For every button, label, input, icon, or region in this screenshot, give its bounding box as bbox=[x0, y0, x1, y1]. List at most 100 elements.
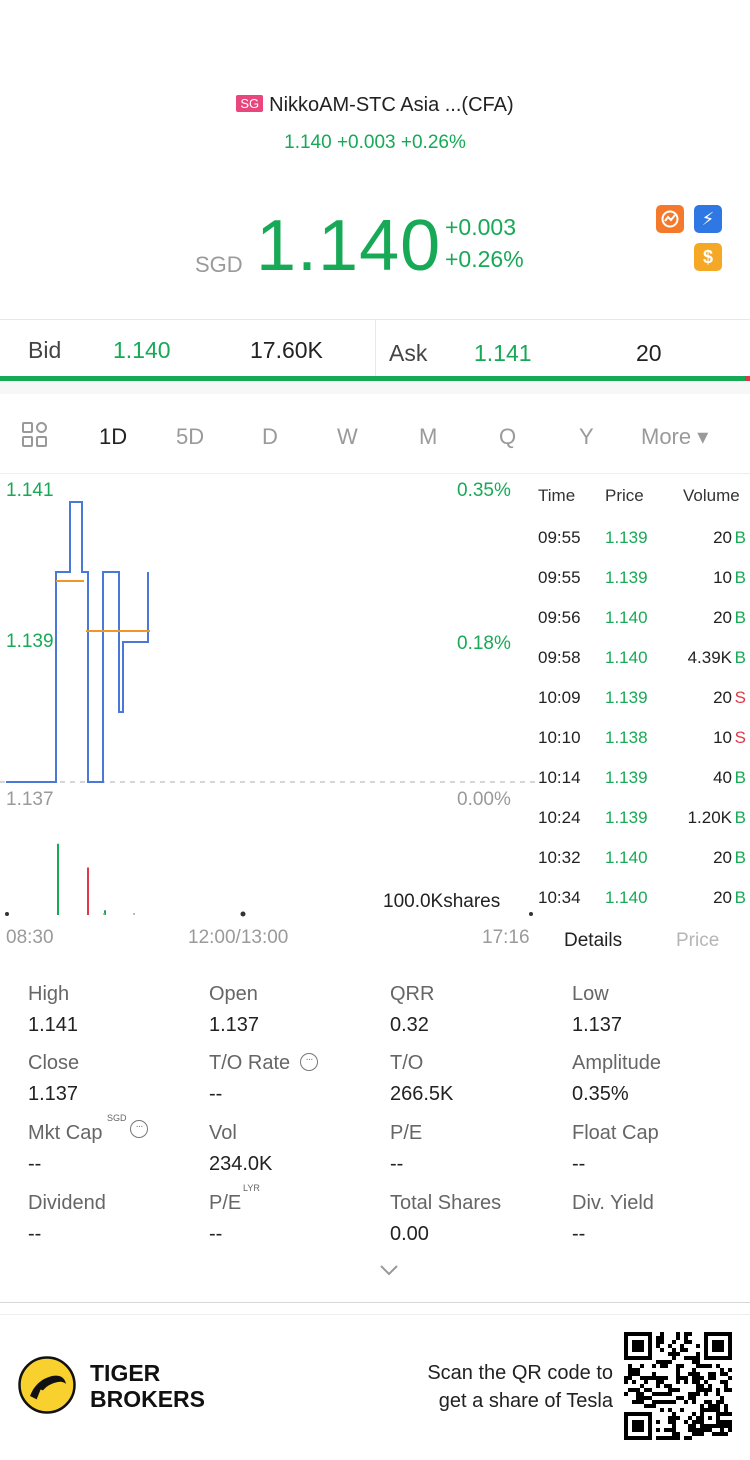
pe-lyr-sup: LYR bbox=[243, 1183, 260, 1193]
qr-module bbox=[692, 1356, 696, 1360]
trade-side: B bbox=[734, 568, 746, 587]
qr-module bbox=[724, 1432, 728, 1436]
qr-module bbox=[660, 1400, 664, 1404]
qr-module bbox=[728, 1376, 732, 1380]
bid-label: Bid bbox=[28, 337, 62, 363]
mktcap-info-icon[interactable]: ··· bbox=[130, 1120, 148, 1138]
qr-module bbox=[708, 1416, 712, 1420]
qr-module bbox=[720, 1432, 724, 1436]
qr-module bbox=[680, 1344, 684, 1348]
qr-module bbox=[668, 1392, 672, 1396]
qr-module bbox=[672, 1356, 676, 1360]
tab-price[interactable]: Price bbox=[676, 930, 720, 951]
qr-module bbox=[696, 1428, 700, 1432]
qr-module bbox=[664, 1376, 668, 1380]
qr-module bbox=[664, 1428, 668, 1432]
qr-module bbox=[708, 1384, 712, 1388]
qr-module bbox=[640, 1364, 644, 1368]
layout-grid-icon[interactable] bbox=[22, 422, 50, 450]
trade-time: 10:14 bbox=[538, 768, 581, 787]
qr-module bbox=[720, 1428, 724, 1432]
qr-module bbox=[692, 1412, 696, 1416]
trade-price: 1.140 bbox=[605, 648, 648, 667]
qr-module bbox=[656, 1340, 660, 1344]
qr-module bbox=[660, 1340, 664, 1344]
trade-time: 09:56 bbox=[538, 608, 581, 627]
bid-volume: 17.60K bbox=[250, 337, 323, 363]
trade-time: 10:32 bbox=[538, 848, 581, 867]
qr-module bbox=[724, 1408, 728, 1412]
qr-module bbox=[720, 1412, 724, 1416]
chart-badge-icon[interactable] bbox=[656, 205, 684, 233]
qr-module bbox=[692, 1360, 696, 1364]
qr-module bbox=[708, 1400, 712, 1404]
section-gap bbox=[0, 381, 750, 394]
divider bbox=[0, 1314, 750, 1315]
qr-module bbox=[692, 1392, 696, 1396]
time-dot bbox=[529, 912, 533, 916]
trade-time: 09:55 bbox=[538, 568, 581, 587]
to-rate-info-icon[interactable]: ··· bbox=[300, 1053, 318, 1071]
last-price: 1.140 bbox=[256, 206, 442, 286]
qr-module bbox=[692, 1376, 696, 1380]
qr-module bbox=[688, 1396, 692, 1400]
qr-module bbox=[688, 1340, 692, 1344]
tab-1d[interactable]: 1D bbox=[99, 424, 128, 449]
stat-pe-lyr-label: P/E bbox=[209, 1192, 242, 1214]
trade-side: B bbox=[734, 648, 746, 667]
tab-d[interactable]: D bbox=[262, 424, 278, 449]
trade-side: S bbox=[734, 688, 746, 707]
stat-to-label: T/O bbox=[390, 1052, 424, 1074]
qr-module bbox=[688, 1372, 692, 1376]
qr-module bbox=[628, 1368, 632, 1372]
tab-y[interactable]: Y bbox=[579, 424, 594, 449]
trade-side: B bbox=[734, 808, 746, 827]
qr-module bbox=[708, 1372, 712, 1376]
stat-pe-value: -- bbox=[390, 1153, 404, 1175]
tab-5d[interactable]: 5D bbox=[176, 424, 205, 449]
qr-module bbox=[712, 1432, 716, 1436]
qr-module bbox=[672, 1400, 676, 1404]
qr-module bbox=[656, 1376, 660, 1380]
qr-module bbox=[716, 1388, 720, 1392]
stat-high-value: 1.141 bbox=[28, 1014, 79, 1036]
volume-bar bbox=[57, 843, 59, 915]
qr-module bbox=[648, 1388, 652, 1392]
qr-module bbox=[704, 1400, 708, 1404]
trade-price: 1.140 bbox=[605, 608, 648, 627]
tab-m[interactable]: M bbox=[419, 424, 438, 449]
qr-module bbox=[684, 1380, 688, 1384]
time-dot bbox=[103, 913, 105, 915]
qr-module bbox=[652, 1400, 656, 1404]
tab-q[interactable]: Q bbox=[499, 424, 517, 449]
qr-module bbox=[664, 1436, 668, 1440]
qr-module bbox=[672, 1412, 676, 1416]
qr-module bbox=[692, 1372, 696, 1376]
qr-module bbox=[696, 1352, 700, 1356]
stat-open-value: 1.137 bbox=[209, 1014, 260, 1036]
bid-ask-ratio-bar bbox=[0, 376, 750, 381]
qr-module bbox=[696, 1376, 700, 1380]
qr-module bbox=[708, 1404, 712, 1408]
intraday-chart[interactable] bbox=[0, 475, 535, 925]
qr-module bbox=[676, 1376, 680, 1380]
tab-more[interactable]: More ▾ bbox=[641, 424, 709, 449]
trade-price: 1.139 bbox=[605, 528, 648, 547]
qr-module bbox=[720, 1380, 724, 1384]
qr-module bbox=[676, 1332, 680, 1336]
dollar-badge-icon[interactable]: $ bbox=[694, 243, 722, 271]
qr-module bbox=[712, 1340, 724, 1352]
stat-mktcap-label: Mkt Cap bbox=[28, 1122, 103, 1144]
qr-module bbox=[668, 1384, 672, 1388]
x-tick-open: 08:30 bbox=[6, 927, 54, 948]
qr-code-icon[interactable] bbox=[624, 1332, 732, 1440]
expand-chevron-down-icon[interactable] bbox=[378, 1262, 400, 1278]
tab-w[interactable]: W bbox=[337, 424, 358, 449]
stat-floatcap-value: -- bbox=[572, 1153, 586, 1175]
qr-module bbox=[672, 1352, 676, 1356]
stat-mktcap-value: -- bbox=[28, 1153, 42, 1175]
tab-details[interactable]: Details bbox=[564, 930, 623, 951]
qr-module bbox=[680, 1396, 684, 1400]
qr-module bbox=[676, 1368, 680, 1372]
flash-badge-icon[interactable]: ⚡ bbox=[694, 205, 722, 233]
